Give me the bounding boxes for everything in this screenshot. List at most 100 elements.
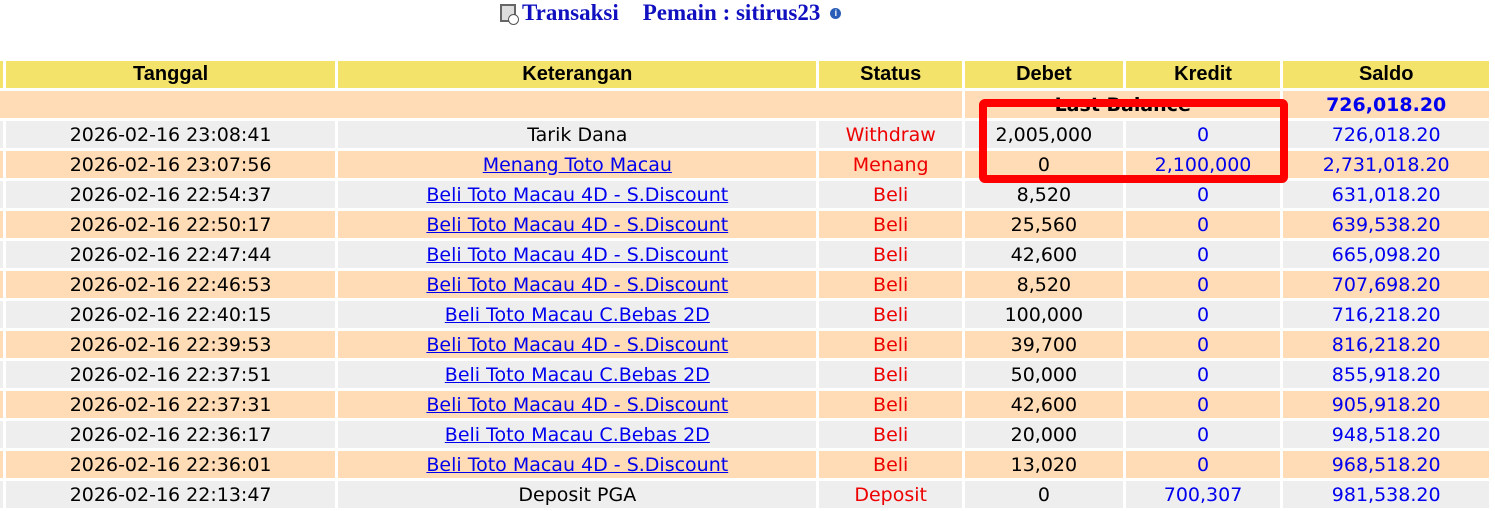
transaction-link[interactable]: Beli Toto Macau 4D - S.Discount [426,453,729,476]
transaction-link[interactable]: Beli Toto Macau C.Bebas 2D [444,303,710,326]
cell-status: Beli [819,211,963,238]
cell-debet: 25,560 [965,211,1123,238]
col-saldo: Saldo [1283,61,1489,88]
cell-tanggal: 2026-02-16 22:54:37 [5,181,336,208]
cell-status: Menang [819,151,963,178]
cell-saldo: 726,018.20 [1283,121,1489,148]
table-row: 2026-02-16 22:37:31 Beli Toto Macau 4D - … [0,391,1489,418]
cell-debet: 39,700 [965,331,1123,358]
cell-saldo: 816,218.20 [1283,331,1489,358]
col-tanggal: Tanggal [5,61,336,88]
row-edge [0,361,3,388]
cell-debet: 0 [965,151,1123,178]
table-header: Tanggal Keterangan Status Debet Kredit S… [0,61,1489,88]
cell-debet: 8,520 [965,271,1123,298]
cell-keterangan: Tarik Dana [338,121,817,148]
row-edge [0,391,3,418]
cell-tanggal: 2026-02-16 22:13:47 [5,481,336,508]
cell-keterangan: Beli Toto Macau 4D - S.Discount [338,241,817,268]
cell-keterangan: Beli Toto Macau C.Bebas 2D [338,421,817,448]
cell-status: Beli [819,181,963,208]
col-debet: Debet [965,61,1123,88]
cell-saldo: 631,018.20 [1283,181,1489,208]
cell-keterangan: Beli Toto Macau C.Bebas 2D [338,301,817,328]
cell-debet: 42,600 [965,391,1123,418]
transaction-link[interactable]: Beli Toto Macau 4D - S.Discount [426,213,729,236]
cell-saldo: 981,538.20 [1283,481,1489,508]
cell-debet: 100,000 [965,301,1123,328]
cell-saldo: 707,698.20 [1283,271,1489,298]
cell-status: Deposit [819,481,963,508]
cell-keterangan: Beli Toto Macau 4D - S.Discount [338,211,817,238]
cell-status: Beli [819,421,963,448]
row-edge [0,211,3,238]
transaction-link[interactable]: Menang Toto Macau [482,153,672,176]
table-row: 2026-02-16 22:36:01 Beli Toto Macau 4D - … [0,451,1489,478]
cell-kredit: 0 [1125,271,1281,298]
cell-kredit: 0 [1125,181,1281,208]
cell-kredit: 2,100,000 [1125,151,1281,178]
cell-saldo: 968,518.20 [1283,451,1489,478]
table-row: 2026-02-16 22:46:53 Beli Toto Macau 4D - … [0,271,1489,298]
table-row: 2026-02-16 22:37:51 Beli Toto Macau C.Beb… [0,361,1489,388]
cell-kredit: 0 [1125,451,1281,478]
cell-saldo: 948,518.20 [1283,421,1489,448]
cell-kredit: 0 [1125,241,1281,268]
row-edge [0,271,3,298]
cell-tanggal: 2026-02-16 22:40:15 [5,301,336,328]
cell-debet: 0 [965,481,1123,508]
cell-keterangan: Beli Toto Macau 4D - S.Discount [338,391,817,418]
report-icon [500,4,519,25]
cell-keterangan: Beli Toto Macau C.Bebas 2D [338,361,817,388]
row-edge [0,481,3,508]
cell-status: Beli [819,451,963,478]
last-balance-value: 726,018.20 [1283,91,1489,118]
cell-saldo: 855,918.20 [1283,361,1489,388]
table-row: 2026-02-16 23:07:56 Menang Toto Macau Mena… [0,151,1489,178]
transaction-link[interactable]: Beli Toto Macau 4D - S.Discount [426,243,729,266]
header-edge [0,61,3,88]
cell-keterangan: Deposit PGA [338,481,817,508]
cell-tanggal: 2026-02-16 22:36:17 [5,421,336,448]
cell-tanggal: 2026-02-16 23:07:56 [5,151,336,178]
cell-debet: 42,600 [965,241,1123,268]
transaction-link[interactable]: Beli Toto Macau 4D - S.Discount [426,183,729,206]
table-row: 2026-02-16 22:39:53 Beli Toto Macau 4D - … [0,331,1489,358]
last-balance-row: Last Balance 726,018.20 [0,91,1489,118]
cell-tanggal: 2026-02-16 22:47:44 [5,241,336,268]
row-edge [0,301,3,328]
cell-keterangan: Beli Toto Macau 4D - S.Discount [338,271,817,298]
cell-tanggal: 2026-02-16 22:50:17 [5,211,336,238]
transaction-text: Tarik Dana [527,123,628,146]
table-row: 2026-02-16 22:50:17 Beli Toto Macau 4D - … [0,211,1489,238]
transaction-link[interactable]: Beli Toto Macau 4D - S.Discount [426,333,729,356]
cell-kredit: 0 [1125,331,1281,358]
cell-kredit: 0 [1125,421,1281,448]
cell-saldo: 665,098.20 [1283,241,1489,268]
table-row: 2026-02-16 22:40:15 Beli Toto Macau C.Beb… [0,301,1489,328]
cell-tanggal: 2026-02-16 23:08:41 [5,121,336,148]
transaction-link[interactable]: Beli Toto Macau C.Bebas 2D [444,363,710,386]
transaction-text: Deposit PGA [518,483,637,506]
row-edge [0,451,3,478]
cell-debet: 8,520 [965,181,1123,208]
cell-keterangan: Menang Toto Macau [338,151,817,178]
cell-status: Withdraw [819,121,963,148]
table-row: 2026-02-16 23:08:41 Tarik Dana Withdraw 2,0… [0,121,1489,148]
cell-status: Beli [819,241,963,268]
table-row: 2026-02-16 22:54:37 Beli Toto Macau 4D - … [0,181,1489,208]
transaction-link[interactable]: Beli Toto Macau 4D - S.Discount [426,393,729,416]
cell-tanggal: 2026-02-16 22:46:53 [5,271,336,298]
page-title: Transaksi Pemain : sitirus23 i [500,0,842,26]
cell-status: Beli [819,391,963,418]
transaction-link[interactable]: Beli Toto Macau 4D - S.Discount [426,273,729,296]
table-row: 2026-02-16 22:36:17 Beli Toto Macau C.Beb… [0,421,1489,448]
cell-status: Beli [819,301,963,328]
transaction-link[interactable]: Beli Toto Macau C.Bebas 2D [444,423,710,446]
info-icon[interactable]: i [830,7,842,19]
cell-tanggal: 2026-02-16 22:37:31 [5,391,336,418]
cell-debet: 13,020 [965,451,1123,478]
player-label: Pemain : sitirus23 [642,0,821,25]
cell-debet: 20,000 [965,421,1123,448]
row-edge [0,121,3,148]
